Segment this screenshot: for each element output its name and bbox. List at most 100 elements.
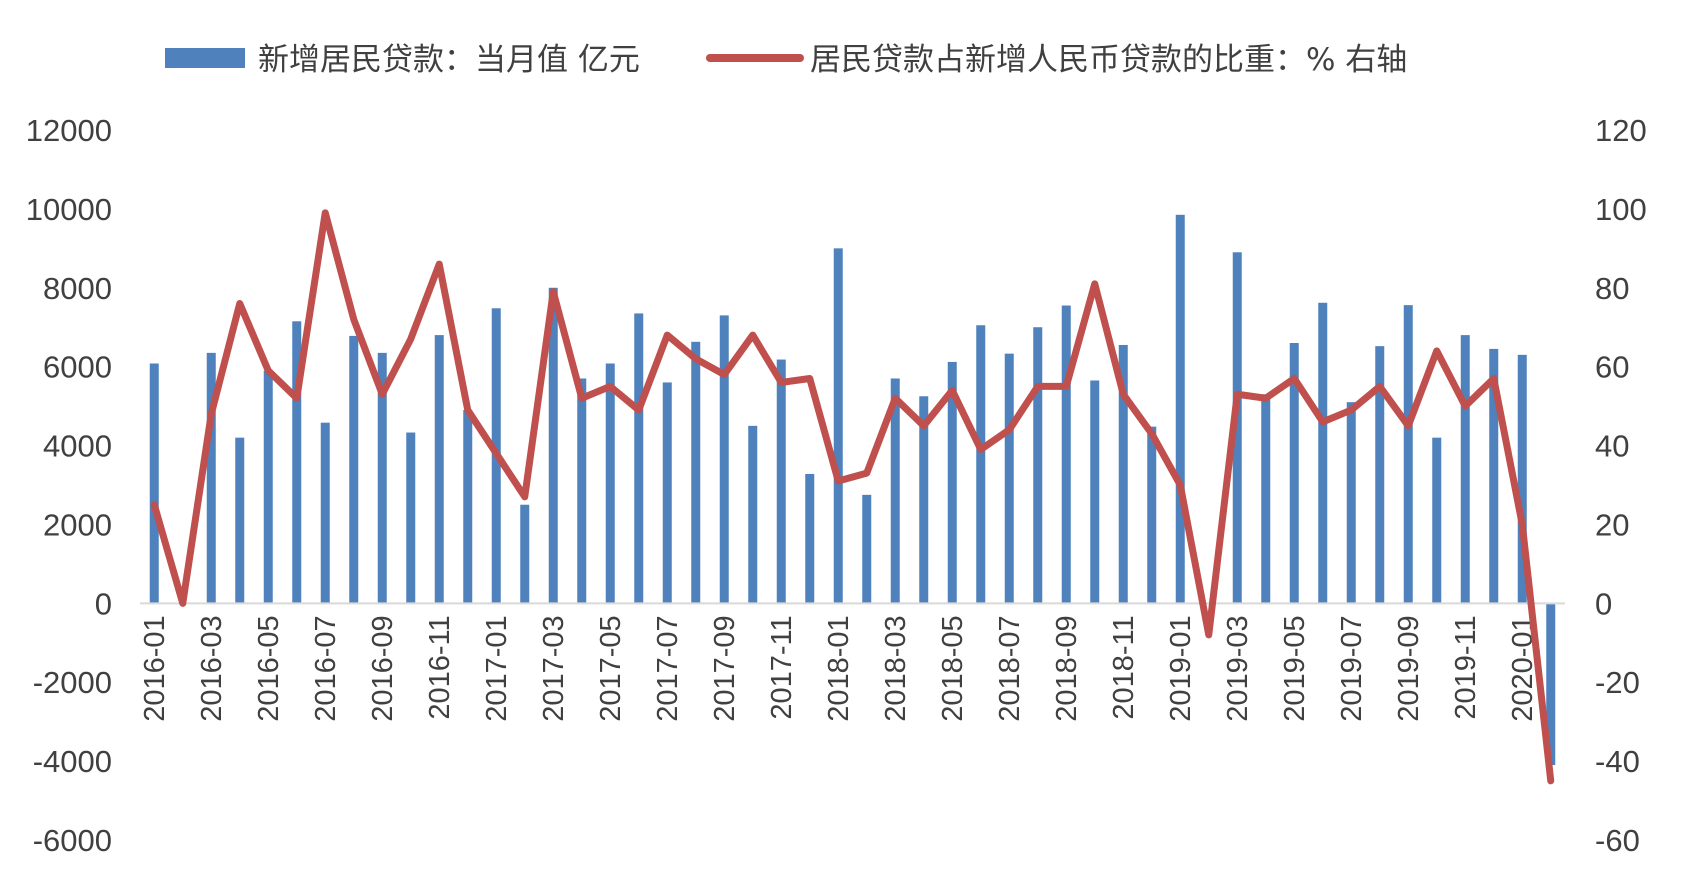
y-right-tick-label: -20	[1595, 665, 1640, 700]
bar-2018-05	[947, 361, 957, 604]
bar-2019-12	[1489, 348, 1499, 604]
y-right-tick-label: 40	[1595, 429, 1629, 464]
bar-2018-01	[833, 248, 843, 604]
bar-2017-12	[805, 473, 815, 604]
x-tick-label: 2017-01	[481, 615, 513, 721]
y-left-tick-label: 6000	[43, 350, 112, 385]
y-right-tick-label: 20	[1595, 507, 1629, 542]
legend: 新增居民贷款：当月值 亿元 居民贷款占新增人民币贷款的比重：% 右轴	[165, 42, 1407, 78]
y-left-tick-label: 2000	[43, 507, 112, 542]
x-tick-label: 2016-03	[196, 615, 228, 721]
y-right-tick-label: 0	[1595, 586, 1612, 621]
bar-2017-06	[634, 313, 644, 604]
x-tick-label: 2019-07	[1336, 615, 1368, 721]
bar-2016-12	[463, 410, 473, 604]
y-left-tick-label: 0	[95, 586, 112, 621]
y-left-tick-label: -6000	[33, 823, 112, 858]
bar-2018-08	[1033, 327, 1043, 604]
bar-2016-01	[149, 363, 159, 604]
bar-2017-10	[748, 425, 758, 604]
bar-2017-11	[776, 359, 786, 604]
x-tick-label: 2018-03	[880, 615, 912, 721]
bar-2017-04	[577, 378, 587, 604]
bar-2019-08	[1375, 346, 1385, 604]
legend-swatch-bar	[165, 48, 245, 68]
x-tick-label: 2019-05	[1279, 615, 1311, 721]
bar-2018-03	[890, 378, 900, 604]
bar-2019-05	[1289, 343, 1299, 604]
bar-2017-02	[520, 504, 530, 604]
bar-2016-04	[235, 437, 245, 604]
bar-2019-11	[1460, 335, 1470, 604]
bar-2019-06	[1318, 302, 1328, 604]
bar-2017-05	[605, 363, 615, 604]
bar-2020-01	[1517, 354, 1527, 604]
bar-2018-10	[1090, 380, 1100, 604]
bar-2018-11	[1118, 344, 1128, 604]
bar-2019-01	[1175, 214, 1185, 604]
x-tick-label: 2016-07	[310, 615, 342, 721]
x-tick-label: 2018-09	[1051, 615, 1083, 721]
bar-2016-05	[263, 370, 273, 604]
x-tick-label: 2017-11	[766, 615, 798, 719]
y-right-tick-label: 80	[1595, 271, 1629, 306]
x-tick-label: 2018-05	[937, 615, 969, 721]
x-tick-label: 2017-09	[709, 615, 741, 721]
legend-label-line: 居民贷款占新增人民币贷款的比重：% 右轴	[810, 42, 1407, 78]
bar-2019-03	[1232, 252, 1242, 604]
bar-2017-08	[691, 341, 701, 604]
right-axis-ticks: 120 100 80 60 40 20 0 -20 -40 -60	[1595, 113, 1647, 858]
x-tick-label: 2016-05	[253, 615, 285, 721]
x-tick-label: 2016-11	[424, 615, 456, 719]
bar-2018-04	[919, 396, 929, 604]
x-tick-label: 2019-03	[1222, 615, 1254, 721]
y-right-tick-label: -60	[1595, 823, 1640, 858]
x-tick-label: 2016-01	[139, 615, 171, 721]
bar-2019-04	[1261, 394, 1271, 604]
bar-2019-09	[1403, 305, 1413, 604]
bar-2016-10	[406, 432, 416, 604]
x-tick-label: 2019-01	[1165, 615, 1197, 721]
x-tick-label: 2019-11	[1450, 615, 1482, 719]
y-right-tick-label: 100	[1595, 192, 1647, 227]
y-left-tick-label: 10000	[26, 192, 112, 227]
bar-2018-06	[976, 325, 986, 604]
y-left-tick-label: 8000	[43, 271, 112, 306]
bar-2016-09	[377, 352, 387, 604]
bar-2017-03	[548, 287, 558, 604]
y-left-tick-label: -2000	[33, 665, 112, 700]
x-tick-label: 2017-07	[652, 615, 684, 721]
bar-2020-02	[1546, 603, 1556, 766]
x-tick-label: 2017-05	[595, 615, 627, 721]
ratio-line-series	[150, 209, 1555, 785]
x-tick-label: 2018-11	[1108, 615, 1140, 719]
bar-2019-10	[1432, 437, 1442, 604]
x-tick-label: 2018-07	[994, 615, 1026, 721]
left-axis-ticks: 12000 10000 8000 6000 4000 2000 0 -2000 -4000 -60…	[26, 113, 112, 858]
x-tick-label: 2016-09	[367, 615, 399, 721]
bar-2017-07	[662, 382, 672, 604]
x-axis-ticks: 2016-01 2016-03 2016-05 2016-07 2016-09 2016-…	[139, 615, 1539, 721]
y-right-tick-label: -40	[1595, 744, 1640, 779]
bar-2016-11	[434, 335, 444, 604]
y-right-tick-label: 120	[1595, 113, 1647, 148]
bar-2018-02	[862, 494, 872, 604]
bar-2019-07	[1346, 402, 1356, 604]
bar-2017-09	[719, 315, 729, 604]
y-right-tick-label: 60	[1595, 350, 1629, 385]
x-tick-label: 2017-03	[538, 615, 570, 721]
bar-2016-08	[349, 335, 359, 604]
bar-2018-12	[1147, 426, 1157, 604]
y-left-tick-label: -4000	[33, 744, 112, 779]
legend-label-bar: 新增居民贷款：当月值 亿元	[258, 42, 640, 78]
bar-2018-09	[1061, 305, 1071, 604]
x-tick-label: 2019-09	[1393, 615, 1425, 721]
y-left-tick-label: 12000	[26, 113, 112, 148]
bar-2016-06	[292, 321, 302, 604]
y-left-tick-label: 4000	[43, 429, 112, 464]
bar-2016-07	[320, 422, 330, 604]
x-tick-label: 2018-01	[823, 615, 855, 721]
bar-2016-03	[206, 352, 216, 604]
